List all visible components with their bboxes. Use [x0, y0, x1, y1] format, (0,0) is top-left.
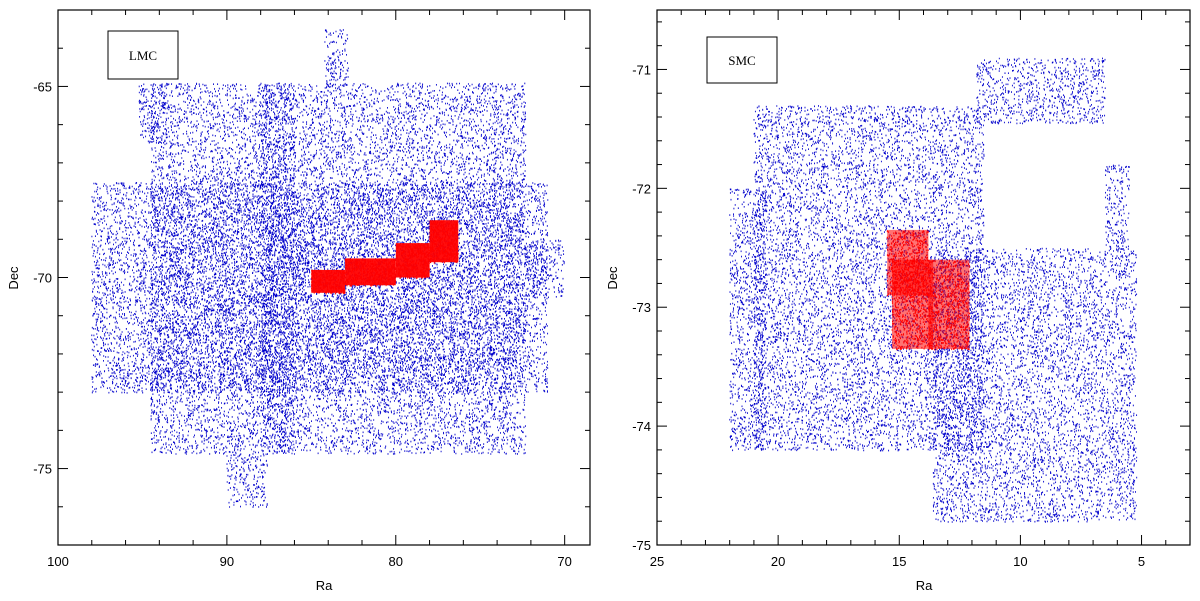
y-tick-label: -73: [632, 300, 651, 315]
x-tick-label: 70: [557, 554, 571, 569]
subset-star-marks-3: [429, 220, 459, 264]
x-tick-label: 25: [650, 554, 664, 569]
lmc-axis-ticks: 100 90 80 70 -65 -70 -75: [33, 9, 590, 569]
subset-star-marks-2: [927, 259, 970, 351]
y-tick-label: -70: [33, 271, 52, 286]
y-tick-label: -65: [33, 79, 52, 94]
x-tick-label: 20: [771, 554, 785, 569]
y-tick-label: -75: [33, 462, 52, 477]
y-tick-label: -72: [632, 181, 651, 196]
lmc-legend-box: [107, 30, 179, 80]
subset-star-marks-1: [344, 258, 397, 287]
subset-star-marks-2: [395, 243, 430, 280]
smc-legend-box: [706, 36, 778, 84]
lmc-subset-points: [311, 220, 459, 295]
x-tick-label: 5: [1138, 554, 1145, 569]
smc-subset-points: [886, 229, 970, 351]
smc-x-axis-label: Ra: [916, 578, 933, 593]
smc-axis-ticks: 25 20 15 10 5 -71 -72 -73 -74 -75: [632, 10, 1191, 569]
x-tick-label: 15: [892, 554, 906, 569]
x-tick-label: 80: [389, 554, 403, 569]
subset-star-marks-1: [891, 259, 934, 351]
lmc-panel: 100 90 80 70 -65 -70 -75 Ra Dec LMC: [6, 9, 591, 593]
x-tick-label: 100: [47, 554, 69, 569]
smc-legend-label: SMC: [728, 53, 755, 68]
lmc-field-points: [91, 29, 565, 508]
lmc-x-axis-label: Ra: [316, 578, 333, 593]
field-star-marks: [91, 29, 565, 508]
smc-panel: 25 20 15 10 5 -71 -72 -73 -74 -75 Ra Dec SMC: [605, 9, 1191, 593]
y-tick-label: -71: [632, 62, 651, 77]
y-tick-label: -74: [632, 419, 651, 434]
y-tick-label: -75: [632, 538, 651, 553]
x-tick-label: 90: [220, 554, 234, 569]
field-star-marks: [729, 57, 1138, 523]
subset-region-2: [928, 259, 970, 349]
smc-field-points: [729, 57, 1138, 523]
lmc-legend-label: LMC: [129, 48, 157, 63]
x-tick-label: 10: [1013, 554, 1027, 569]
smc-y-axis-label: Dec: [605, 266, 620, 290]
lmc-y-axis-label: Dec: [6, 266, 21, 290]
subset-star-marks-0: [311, 269, 346, 295]
